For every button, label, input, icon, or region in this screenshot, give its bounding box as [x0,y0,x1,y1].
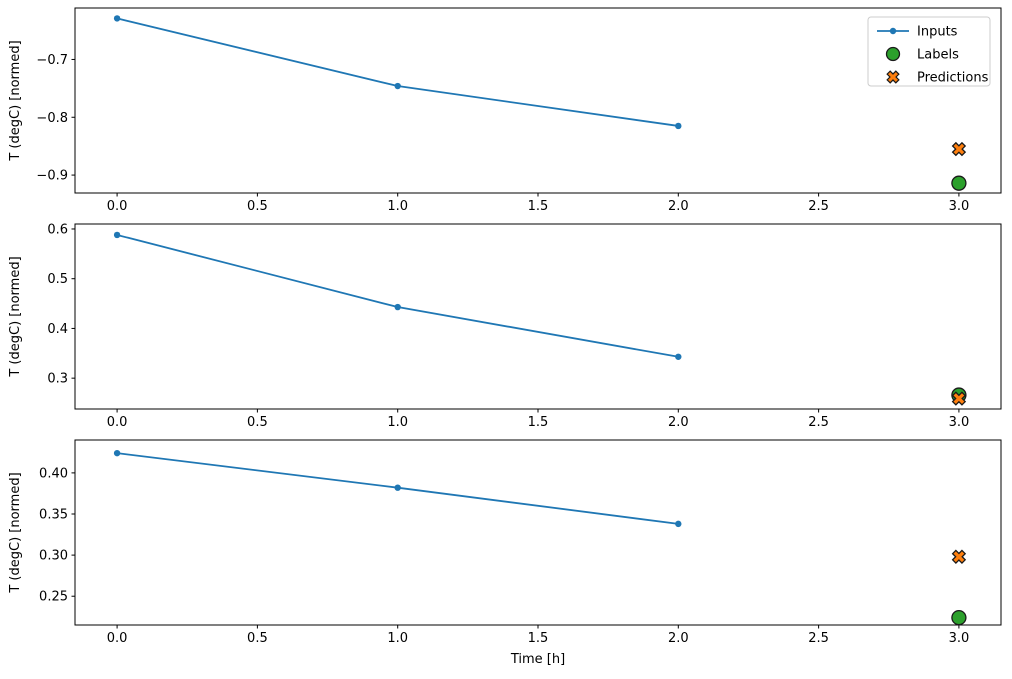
inputs-point-marker [394,303,401,311]
inputs-point-marker [394,82,401,90]
x-tick-label: 1.0 [387,415,408,430]
inputs-point-marker [394,484,401,491]
legend-box [867,16,991,87]
y-tick-label: −0.7 [36,53,68,68]
axes-frame [74,439,1002,626]
labels-marker [951,609,967,626]
predictions-marker [951,141,967,157]
x-tick-label: 0.0 [107,631,128,646]
x-tick-label: 3.0 [949,415,970,430]
y-tick-label: −0.9 [36,169,68,184]
x-tick-label: 0.0 [107,415,128,430]
y-axis-label: T (degC) [normed] [8,256,23,377]
x-tick-label: 2.0 [668,631,689,646]
x-tick-label: 3.0 [949,199,970,214]
subplot-1: 0.0 0.5 1.0 1.5 2.0 2.5 3.0 −0.7 −0.8 −0.9 T (degC… [8,7,1002,214]
x-tick-label: 0.5 [247,415,268,430]
y-tick-label: 0.25 [39,590,68,605]
x-tick-label: 0.0 [107,199,128,214]
x-tick-label: 2.0 [668,199,689,214]
subplot-3: 0.0 0.5 1.0 1.5 2.0 2.5 3.0 0.25 0.30 0.35 0.40 T (… [8,439,1002,667]
inputs-point-marker [675,122,682,130]
predictions-marker [951,549,967,564]
axes-frame [74,223,1002,410]
labels-marker [951,175,967,191]
inputs-point-marker [675,353,682,360]
inputs-point-marker [113,231,121,239]
legend-entry-label: Inputs [917,25,958,40]
y-tick-label: −0.8 [36,111,68,126]
x-tick-label: 1.5 [528,199,549,214]
predictions-marker [951,391,967,406]
legend: Inputs Labels Predictions [867,16,991,87]
inputs-point-marker [675,520,682,528]
y-tick-label: 0.40 [39,466,68,481]
x-tick-label: 0.5 [247,631,268,646]
x-tick-label: 0.5 [247,199,268,214]
y-tick-label: 0.4 [47,322,68,337]
y-tick-label: 0.35 [39,508,68,523]
x-tick-label: 1.0 [387,199,408,214]
inputs-line [116,234,679,358]
x-axis-label: Time [h] [510,652,565,667]
y-tick-label: 0.6 [47,222,68,237]
x-tick-label: 3.0 [949,631,970,646]
inputs-line [116,17,679,127]
legend-predictions-marker [886,70,900,84]
inputs-point-marker [113,15,121,22]
subplot-2: 0.0 0.5 1.0 1.5 2.0 2.5 3.0 0.3 0.4 0.5 0.6 T (degC… [8,222,1002,430]
x-tick-label: 2.5 [808,415,829,430]
x-tick-label: 2.5 [808,199,829,214]
y-tick-label: 0.30 [39,549,68,564]
x-tick-label: 1.0 [387,631,408,646]
x-tick-label: 1.5 [528,631,549,646]
x-tick-label: 1.5 [528,415,549,430]
x-tick-label: 2.5 [808,631,829,646]
legend-inputs-dot [889,27,897,35]
y-axis-label: T (degC) [normed] [8,472,23,593]
axes-frame [74,7,1002,194]
y-axis-label: T (degC) [normed] [8,40,23,161]
y-tick-label: 0.5 [47,272,68,287]
legend-labels-marker [885,46,901,62]
y-tick-label: 0.3 [47,372,68,387]
x-tick-label: 2.0 [668,415,689,430]
legend-entry-label: Predictions [917,71,989,86]
legend-entry-label: Labels [917,48,959,63]
inputs-point-marker [113,449,121,457]
